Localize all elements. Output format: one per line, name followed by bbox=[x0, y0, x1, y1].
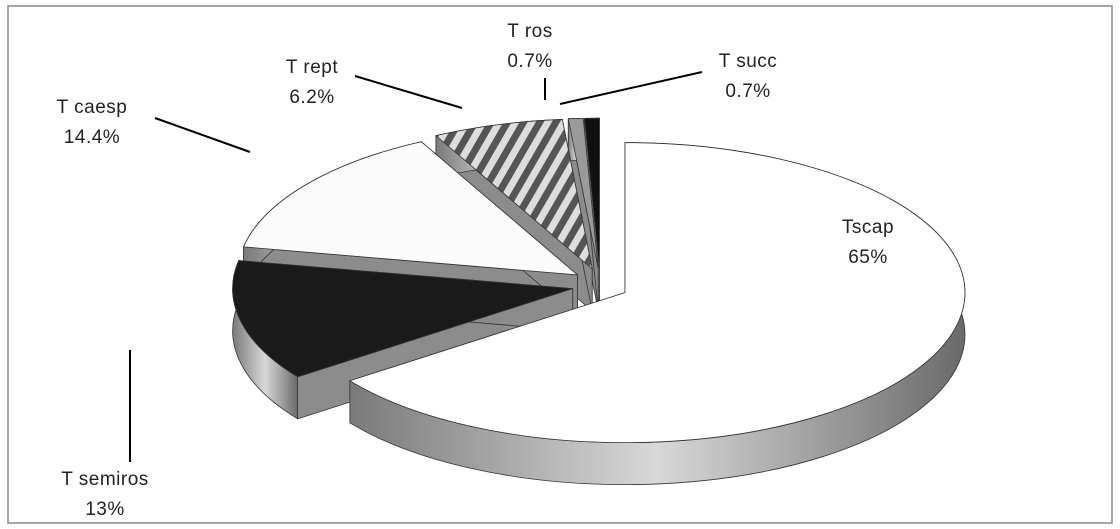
category-label: T succ bbox=[719, 51, 778, 72]
pie-slice bbox=[583, 117, 600, 269]
category-label: T rept bbox=[286, 57, 339, 78]
labels: Tscap 65% T semiros 13% T caesp 14.4% T rept 6.… bbox=[57, 21, 894, 520]
leader-line bbox=[559, 71, 703, 105]
value-label: 6.2% bbox=[289, 87, 334, 108]
leader-line bbox=[154, 117, 251, 153]
pie-slice bbox=[567, 117, 599, 269]
pie-slice bbox=[348, 142, 966, 444]
category-label: T semiros bbox=[61, 469, 149, 490]
pie bbox=[232, 117, 966, 486]
chart-frame bbox=[7, 5, 1113, 524]
value-label: 0.7% bbox=[507, 51, 552, 72]
category-label: Tscap bbox=[842, 217, 894, 238]
value-label: 0.7% bbox=[725, 81, 770, 102]
leader-line bbox=[354, 75, 463, 109]
pie-slice bbox=[242, 141, 579, 276]
category-label: T ros bbox=[507, 21, 552, 42]
pie-slice bbox=[435, 119, 593, 270]
value-label: 13% bbox=[85, 499, 125, 520]
value-label: 14.4% bbox=[64, 127, 120, 148]
category-label: T caesp bbox=[57, 97, 128, 118]
value-label: 65% bbox=[848, 247, 888, 268]
pie-slice bbox=[232, 260, 573, 378]
